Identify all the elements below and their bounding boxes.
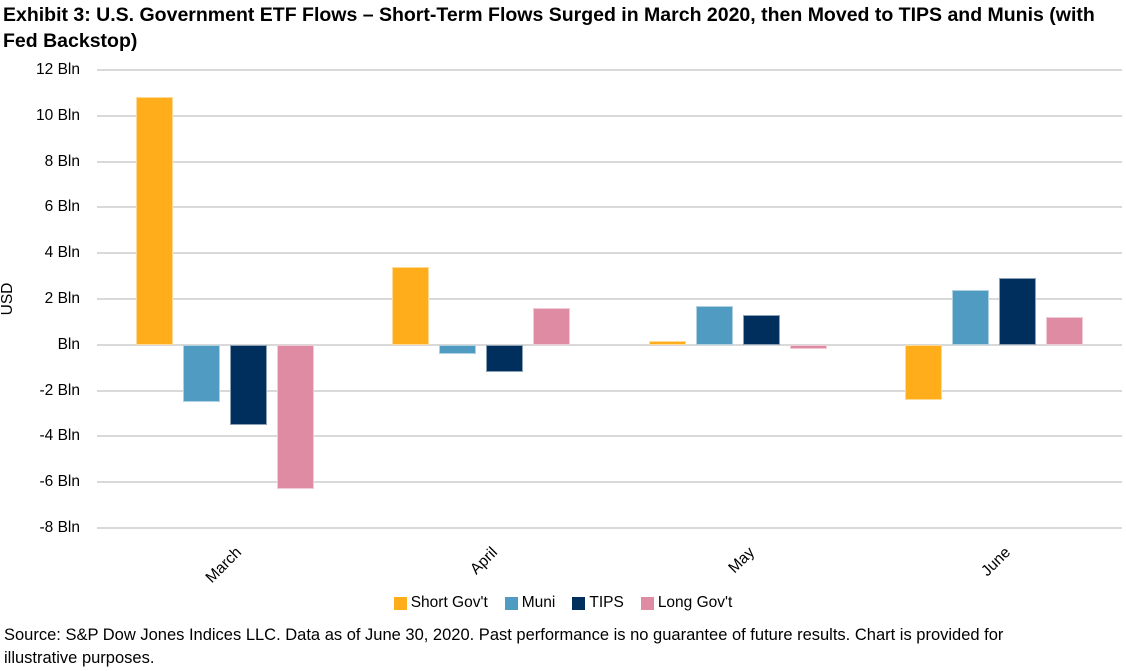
gridline [97, 160, 1122, 163]
legend-item-long-gov-t: Long Gov't [640, 594, 733, 612]
legend-swatch-icon [504, 596, 518, 610]
bar-tips-may [742, 315, 780, 345]
gridline [97, 206, 1122, 209]
y-axis-tick-label: -2 Bln [39, 381, 81, 399]
source-note: Source: S&P Dow Jones Indices LLC. Data … [4, 626, 1004, 667]
y-axis-tick-label: -6 Bln [39, 473, 81, 491]
legend-swatch-icon [640, 596, 654, 610]
bar-tips-june [998, 278, 1036, 345]
y-axis-tick-label: Bln [57, 335, 80, 353]
legend-swatch-icon [393, 596, 407, 610]
bar-long-gov-t-june [1045, 317, 1083, 345]
bar-short-gov-t-april [392, 266, 430, 345]
bar-short-gov-t-june [904, 344, 942, 400]
gridline [97, 69, 1122, 71]
plot-area [97, 69, 1122, 529]
bar-muni-june [951, 289, 989, 345]
bar-long-gov-t-march [277, 344, 315, 490]
exhibit-title: Exhibit 3: U.S. Government ETF Flows – S… [3, 4, 1095, 52]
legend-label: Short Gov't [410, 594, 488, 611]
gridline [97, 389, 1122, 392]
legend-label: Long Gov't [657, 594, 733, 611]
gridline [97, 435, 1122, 438]
legend-item-short-gov-t: Short Gov't [393, 594, 488, 612]
bar-short-gov-t-march [136, 97, 174, 345]
chart-legend: Short Gov't Muni TIPS Long Gov't [0, 594, 1126, 612]
legend-swatch-icon [572, 596, 586, 610]
bar-short-gov-t-may [648, 341, 686, 345]
y-axis-tick-label: 8 Bln [44, 152, 80, 170]
bar-long-gov-t-april [533, 308, 571, 345]
y-axis-tick-label: -8 Bln [39, 519, 81, 536]
bar-long-gov-t-may [789, 344, 827, 350]
bar-tips-march [230, 344, 268, 425]
y-axis-tick-label: 4 Bln [44, 244, 80, 262]
y-axis-tick-label: 12 Bln [36, 61, 80, 78]
y-axis-tick-label: 6 Bln [44, 198, 80, 216]
y-axis-tick-label: 2 Bln [44, 290, 80, 307]
gridline [97, 252, 1122, 255]
gridline [97, 298, 1122, 300]
y-axis-tick-label: -4 Bln [39, 427, 81, 445]
legend-item-muni: Muni [504, 594, 556, 612]
legend-label: Muni [521, 594, 556, 611]
bar-chart: USD 12 Bln 10 Bln 8 Bln 6 Bln 4 Bln 2 Bln Bln -… [0, 61, 1126, 594]
bar-muni-april [439, 344, 477, 354]
legend-item-tips: TIPS [572, 594, 624, 612]
gridline [97, 481, 1122, 484]
bar-tips-april [486, 344, 524, 373]
legend-label: TIPS [589, 594, 624, 611]
gridline [97, 114, 1122, 117]
gridline [97, 527, 1122, 529]
bar-muni-march [183, 344, 221, 403]
y-axis-tick-label: 10 Bln [36, 106, 80, 124]
zero-gridline [97, 343, 1122, 346]
bar-muni-may [695, 305, 733, 345]
